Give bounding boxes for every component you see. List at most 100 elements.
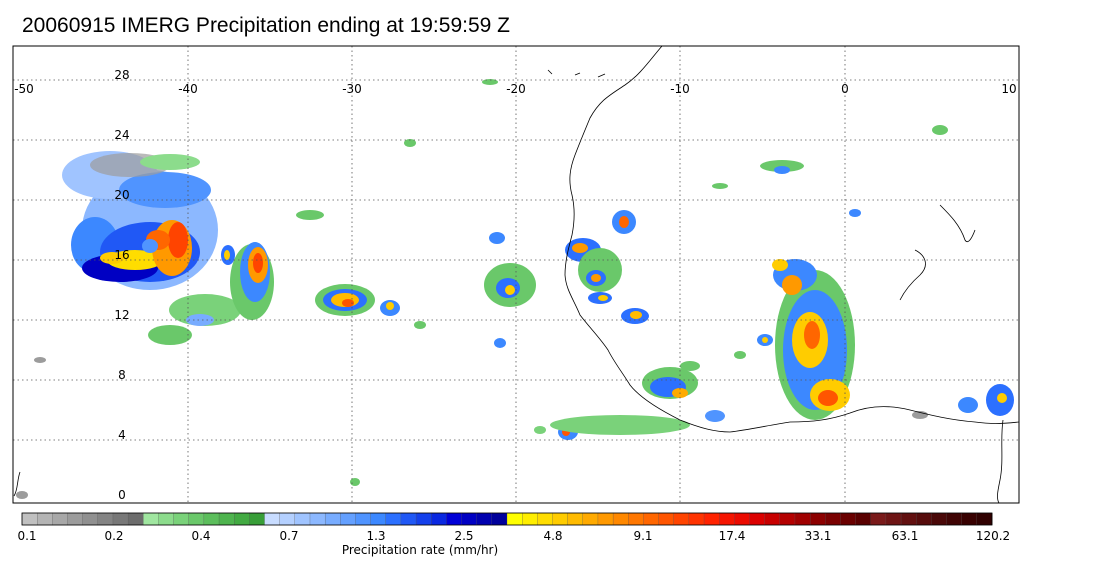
colorbar-swatch <box>764 512 781 526</box>
lon-label: -30 <box>342 82 362 96</box>
colorbar-swatch <box>900 512 917 526</box>
colorbar-swatch <box>188 512 205 526</box>
colorbar-swatch <box>506 512 523 526</box>
colorbar-swatch <box>476 512 493 526</box>
lon-label: 0 <box>841 82 849 96</box>
colorbar-tick-label: 0.2 <box>104 529 123 543</box>
colorbar-swatch <box>203 512 220 526</box>
map-frame <box>12 45 1020 504</box>
colorbar-swatch <box>218 512 235 526</box>
colorbar-swatch <box>779 512 796 526</box>
longitude-labels: -50 -40 -30 -20 -10 0 10 <box>14 82 1016 96</box>
colorbar-swatch <box>431 512 447 526</box>
colorbar-swatch <box>21 512 38 526</box>
colorbar-swatch <box>840 512 857 526</box>
map-grid <box>13 46 1019 503</box>
colorbar-swatch <box>249 512 265 526</box>
lon-label: -10 <box>670 82 690 96</box>
lat-label: 20 <box>114 188 129 202</box>
colorbar-swatch <box>825 512 841 526</box>
colorbar-swatch <box>931 512 947 526</box>
colorbar-swatch <box>628 512 644 526</box>
colorbar-swatch <box>612 512 629 526</box>
colorbar-swatch <box>552 512 569 526</box>
colorbar-tick-label: 0.4 <box>191 529 210 543</box>
colorbar-swatch <box>97 512 114 526</box>
colorbar-swatch <box>734 512 750 526</box>
lat-label: 24 <box>114 128 129 142</box>
colorbar-tick-label: 0.1 <box>17 529 36 543</box>
colorbar <box>21 512 993 526</box>
colorbar-swatch <box>749 512 766 526</box>
lat-label: 28 <box>114 68 129 82</box>
lon-label: -20 <box>506 82 526 96</box>
colorbar-swatch <box>264 512 281 526</box>
colorbar-tick-label: 33.1 <box>805 529 832 543</box>
colorbar-swatch <box>82 512 99 526</box>
colorbar-swatch <box>415 512 432 526</box>
colorbar-swatch <box>976 512 993 526</box>
colorbar-title: Precipitation rate (mm/hr) <box>342 543 498 557</box>
colorbar-swatch <box>719 512 735 526</box>
precip-field <box>16 79 1014 499</box>
colorbar-swatch <box>67 512 84 526</box>
lat-label: 4 <box>118 428 126 442</box>
colorbar-tick-label: 9.1 <box>633 529 652 543</box>
colorbar-tick-label: 1.3 <box>366 529 385 543</box>
colorbar-swatch <box>703 512 720 526</box>
lat-label: 12 <box>114 308 129 322</box>
colorbar-swatch <box>597 512 614 526</box>
colorbar-swatch <box>809 512 826 526</box>
colorbar-swatch <box>355 512 372 526</box>
colorbar-swatch <box>309 512 326 526</box>
lon-label: -50 <box>14 82 34 96</box>
colorbar-swatch <box>461 512 478 526</box>
latitude-labels: 28 24 20 16 12 8 4 0 <box>114 68 129 502</box>
colorbar-swatch <box>324 512 341 526</box>
colorbar-swatch <box>961 512 978 526</box>
colorbar-swatch <box>340 512 356 526</box>
colorbar-swatch <box>234 512 250 526</box>
colorbar-tick-label: 63.1 <box>892 529 919 543</box>
colorbar-swatch <box>794 512 811 526</box>
lon-label: -40 <box>178 82 198 96</box>
colorbar-tick-label: 17.4 <box>719 529 746 543</box>
colorbar-swatch <box>870 512 887 526</box>
colorbar-swatch <box>522 512 538 526</box>
colorbar-tick-labels: 0.1 0.2 0.4 0.7 1.3 2.5 4.8 9.1 17.4 33.… <box>17 529 1010 543</box>
colorbar-swatch <box>643 512 660 526</box>
colorbar-swatch <box>294 512 311 526</box>
colorbar-swatch <box>385 512 402 526</box>
colorbar-swatch <box>491 512 508 526</box>
colorbar-tick-label: 2.5 <box>454 529 473 543</box>
colorbar-swatch <box>112 512 129 526</box>
coastline <box>13 46 1019 503</box>
lon-label: 10 <box>1001 82 1016 96</box>
colorbar-swatch <box>673 512 690 526</box>
colorbar-swatch <box>400 512 417 526</box>
colorbar-swatch <box>688 512 705 526</box>
colorbar-swatch <box>582 512 599 526</box>
colorbar-swatch <box>37 512 53 526</box>
colorbar-swatch <box>916 512 932 526</box>
colorbar-swatch <box>127 512 144 526</box>
map-title: 20060915 IMERG Precipitation ending at 1… <box>22 14 510 37</box>
lat-label: 16 <box>114 248 129 262</box>
colorbar-swatch <box>658 512 675 526</box>
lat-label: 8 <box>118 368 126 382</box>
colorbar-frame <box>21 512 993 526</box>
colorbar-swatch <box>885 512 902 526</box>
colorbar-tick-label: 4.8 <box>543 529 562 543</box>
colorbar-tick-label: 120.2 <box>976 529 1010 543</box>
colorbar-swatch <box>173 512 190 526</box>
colorbar-swatch <box>446 512 462 526</box>
colorbar-swatch <box>370 512 387 526</box>
colorbar-swatch <box>143 512 159 526</box>
colorbar-swatch <box>855 512 872 526</box>
colorbar-swatch <box>537 512 553 526</box>
colorbar-swatch <box>158 512 175 526</box>
colorbar-swatch <box>279 512 296 526</box>
colorbar-tick-label: 0.7 <box>279 529 298 543</box>
colorbar-swatch <box>52 512 68 526</box>
